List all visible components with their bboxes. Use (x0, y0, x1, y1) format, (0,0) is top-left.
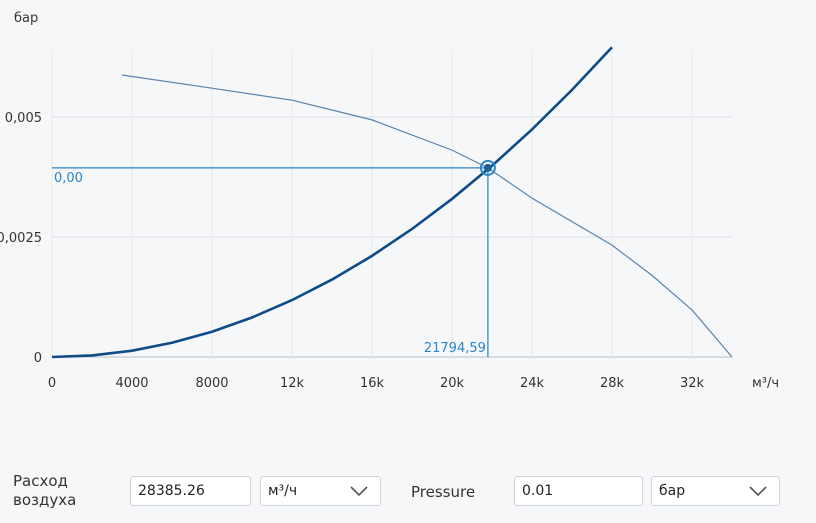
x-tick-label: 0 (48, 376, 56, 391)
pressure-label: Pressure (411, 483, 476, 501)
y-axis-label: бар (14, 11, 38, 26)
x-tick-label: 28k (600, 376, 625, 391)
x-axis-label: м³/ч (752, 376, 779, 391)
x-value-label: 21794,59 (424, 341, 486, 356)
flow-unit-select[interactable]: м³/ч (260, 476, 381, 506)
operating-point (483, 163, 492, 172)
x-tick-label: 4000 (115, 376, 148, 391)
y-tick-label: 0,005 (5, 111, 42, 126)
x-tick-label: 8000 (195, 376, 228, 391)
y-tick-label: 0 (34, 351, 42, 366)
chart: бар м³/ч 0 0,0025 0,005 0 4000 8000 12k 16k 20k 2… (0, 11, 779, 391)
pressure-unit-select[interactable]: бар (651, 476, 780, 506)
chevron (749, 486, 767, 496)
curve (51, 46, 613, 359)
x-tick-label: 12k (280, 376, 305, 391)
x-tick-label: 32k (680, 376, 705, 391)
operating-point-ring (479, 159, 496, 176)
chevron (350, 486, 368, 496)
y-value-label: 0,00 (54, 171, 83, 186)
x-tick-label: 20k (440, 376, 465, 391)
flow-label: Расход воздуха (13, 472, 77, 509)
pressure-unit: бар (659, 483, 686, 499)
x-tick-label: 24k (520, 376, 545, 391)
flow-unit: м³/ч (268, 483, 298, 499)
pressure-input[interactable]: 0.01 (514, 476, 643, 506)
flow-input[interactable]: 28385.26 (130, 476, 251, 506)
x-tick-label: 16k (360, 376, 385, 391)
y-tick-label: 0,0025 (0, 231, 42, 246)
form: Расход воздуха 28385.26 м³/ч Pressure 0.… (0, 462, 816, 523)
